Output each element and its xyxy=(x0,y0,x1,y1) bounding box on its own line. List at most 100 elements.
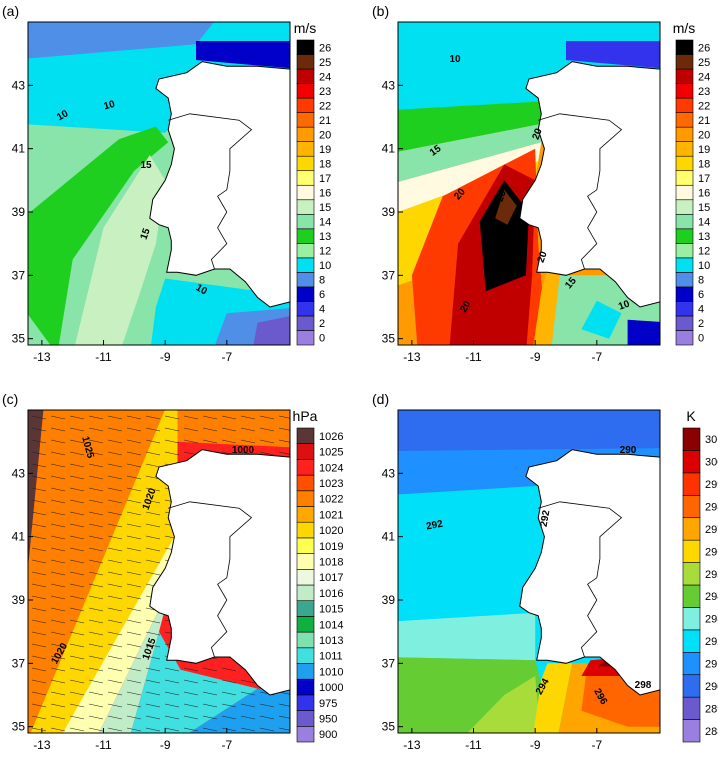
wind-arrow xyxy=(145,667,161,672)
wind-arrow xyxy=(69,703,85,708)
colorbar-label: 293 xyxy=(705,614,718,626)
wind-arrow xyxy=(50,631,66,636)
wind-arrow xyxy=(278,451,290,455)
wind-arrow xyxy=(145,499,161,504)
panel: (d) -13 -11 -9 -7 35 37 39 41 43 K 288 289 290 291 292 2… xyxy=(372,391,718,752)
wind-arrow xyxy=(278,727,290,731)
y-tick-label: 37 xyxy=(382,268,396,282)
colorbar-box xyxy=(296,155,315,172)
land xyxy=(149,61,290,308)
y-tick-label: 37 xyxy=(382,656,396,670)
border xyxy=(168,501,253,658)
y-tick-label: 39 xyxy=(382,205,396,219)
wind-arrow xyxy=(164,427,180,432)
colorbar-label: 23 xyxy=(698,86,710,98)
wind-arrow xyxy=(202,667,218,672)
colorbar-box xyxy=(296,257,315,273)
wind-arrow xyxy=(126,727,142,732)
colorbar-label: 12 xyxy=(319,246,331,258)
colorbar-box xyxy=(675,112,694,128)
colorbar-label: 1016 xyxy=(319,588,343,600)
wind-arrow xyxy=(183,691,199,696)
field-region xyxy=(398,123,545,182)
wind-arrow xyxy=(88,667,104,672)
wind-arrow xyxy=(88,727,104,732)
colorbar-label: 1013 xyxy=(319,635,343,647)
colorbar-label: 15 xyxy=(698,202,710,214)
y-tick-label: 41 xyxy=(12,530,26,544)
wind-arrow xyxy=(107,523,123,528)
colorbar-label: 24 xyxy=(319,71,331,83)
x-tick-label: -13 xyxy=(33,350,51,364)
field-region xyxy=(196,41,290,69)
colorbar-label: 2 xyxy=(319,318,325,330)
wind-arrow xyxy=(221,439,237,444)
colorbar-box xyxy=(296,315,315,331)
colorbar-box xyxy=(296,506,315,523)
contour-label: 10 xyxy=(617,298,632,312)
wind-arrow xyxy=(145,679,161,684)
colorbar-box xyxy=(682,719,701,743)
wind-arrow xyxy=(69,463,85,468)
wind-arrow xyxy=(69,559,85,564)
contour-label: 20 xyxy=(458,299,473,315)
colorbar-box xyxy=(296,97,315,113)
colorbar-box xyxy=(296,83,315,99)
wind-arrow xyxy=(107,631,123,636)
colorbar-label: 0 xyxy=(698,333,704,345)
wind-arrow xyxy=(126,427,142,432)
contour-label: 10 xyxy=(449,54,461,65)
wind-arrow xyxy=(145,523,161,528)
wind-arrow xyxy=(50,583,66,588)
colorbar-unit: K xyxy=(686,408,696,424)
wind-arrow xyxy=(31,511,47,516)
colorbar-box xyxy=(296,537,315,554)
wind-arrow xyxy=(202,679,218,684)
wind-arrow xyxy=(69,691,85,696)
wind-arrow xyxy=(278,703,290,707)
wind-arrow xyxy=(88,703,104,708)
wind-arrow xyxy=(50,415,66,420)
wind-arrow xyxy=(145,571,161,576)
wind-arrow xyxy=(278,427,290,431)
colorbar-label: 900 xyxy=(319,729,337,741)
wind-arrow xyxy=(259,427,275,432)
wind-arrow xyxy=(145,619,161,624)
wind-arrow xyxy=(278,415,290,419)
colorbar-box xyxy=(296,678,315,696)
wind-arrow xyxy=(50,511,66,516)
colorbar-label: 25 xyxy=(698,57,710,69)
colorbar-box xyxy=(296,490,315,507)
colorbar-label: 23 xyxy=(319,86,331,98)
wind-arrow xyxy=(107,499,123,504)
colorbar-label: 290 xyxy=(705,681,718,693)
wind-arrow xyxy=(50,607,66,612)
wind-arrow xyxy=(88,595,104,600)
colorbar-label: 950 xyxy=(319,713,337,725)
wind-arrow xyxy=(183,439,199,444)
wind-arrow xyxy=(221,703,237,708)
colorbar-box xyxy=(675,184,694,201)
wind-arrow xyxy=(259,451,275,456)
colorbar-label: 15 xyxy=(319,202,331,214)
field-region xyxy=(398,410,660,452)
wind-arrow xyxy=(69,475,85,480)
colorbar-box xyxy=(682,427,701,451)
wind-arrow xyxy=(88,559,104,564)
colorbar-label: 17 xyxy=(698,173,710,185)
x-tick-label: -9 xyxy=(160,738,171,752)
wind-arrow xyxy=(31,703,47,708)
wind-arrow xyxy=(69,499,85,504)
wind-arrow xyxy=(88,427,104,432)
colorbar-box xyxy=(675,228,694,244)
wind-arrow xyxy=(107,415,123,420)
contour-label: 10 xyxy=(103,99,117,113)
wind-arrow xyxy=(126,535,142,540)
wind-arrow xyxy=(221,427,237,432)
x-tick-label: -7 xyxy=(221,350,232,364)
wind-arrow xyxy=(145,415,161,420)
wind-arrow xyxy=(31,727,47,732)
wind-arrow xyxy=(145,655,161,660)
wind-arrow xyxy=(88,607,104,612)
wind-arrow xyxy=(50,475,66,480)
